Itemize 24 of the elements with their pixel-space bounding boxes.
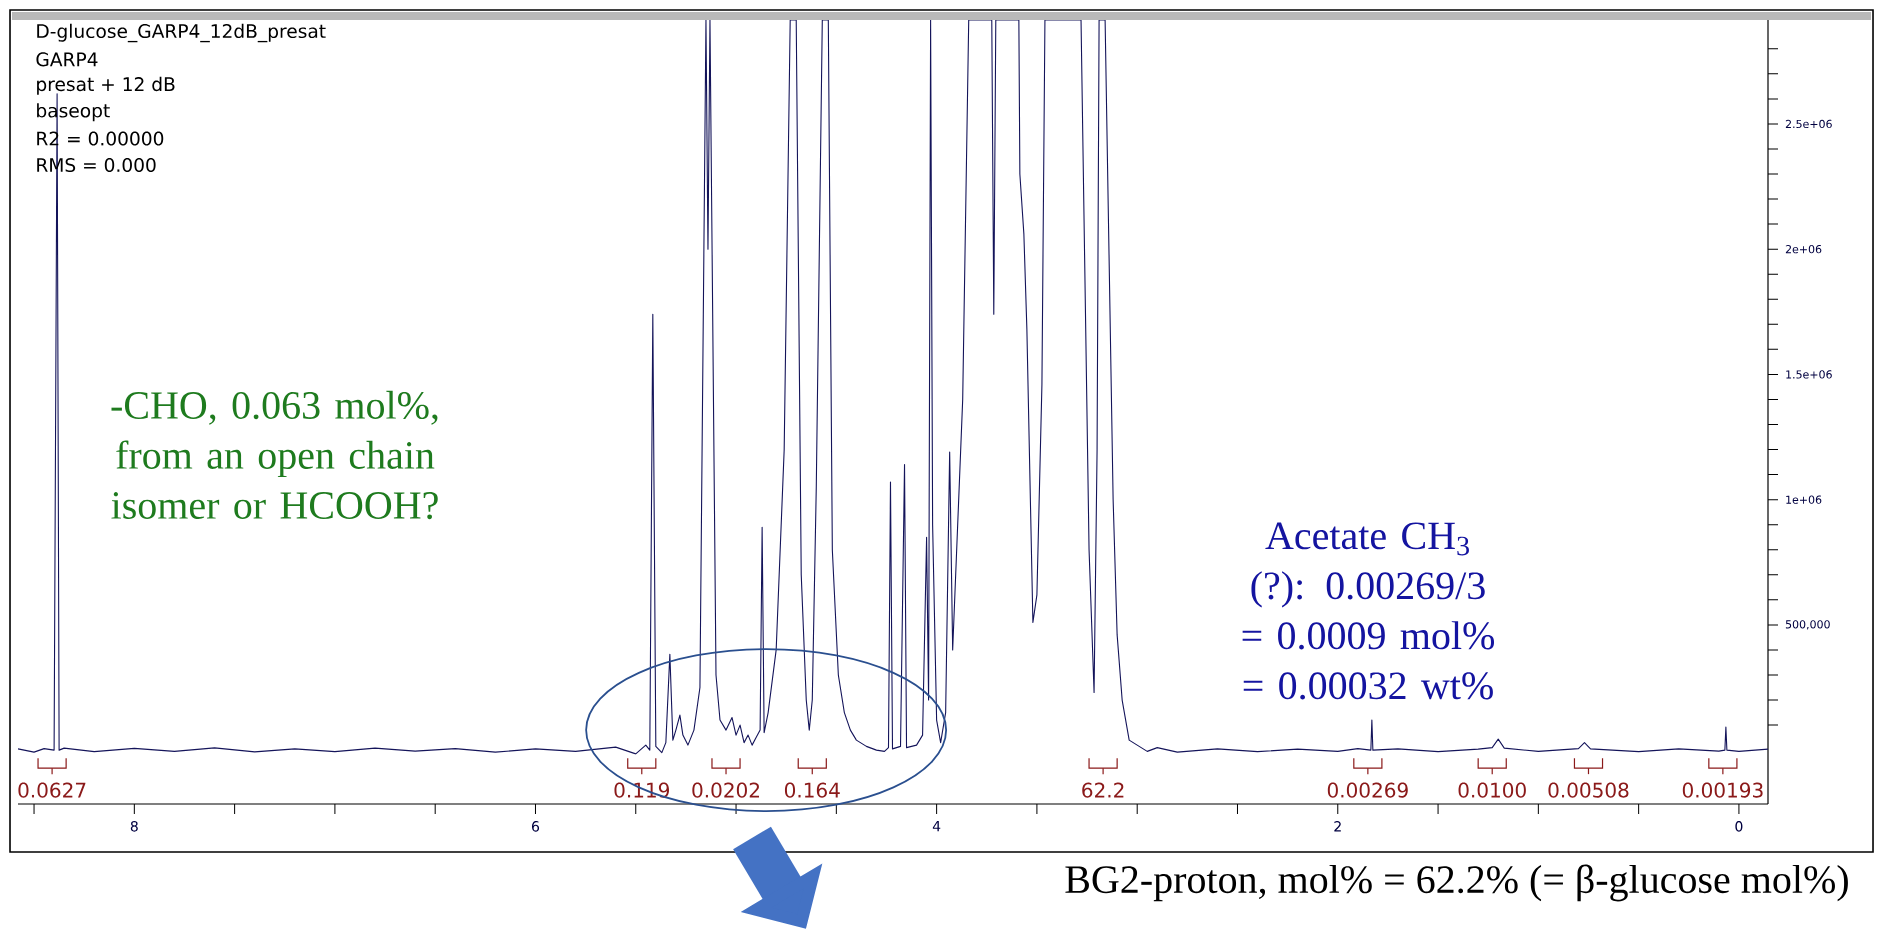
- annotation: presat + 12 dB: [37, 76, 175, 95]
- y-tick-label: 500,000: [1785, 620, 1830, 630]
- annotation: 0.00193: [1682, 782, 1763, 798]
- annotation: 0.0202: [692, 782, 759, 798]
- annotation: Acetate CH$_{3}$ (?): 0.00269/3 = 0.0009 mol% = 0.00032 wt%: [1242, 522, 1495, 700]
- annotation: -CHO, 0.063 mol%, from an open chain isomer or HCOOH?: [111, 390, 438, 520]
- text: BG2-proton, mol% = 62.2% (= β-glucose mol%): [1065, 864, 1848, 902]
- x-tick-label: 6: [531, 821, 540, 832]
- annotation: 0.00508: [1548, 782, 1629, 798]
- annotation: GARP4: [36, 52, 98, 67]
- y-tick-label: 2.5e+06: [1785, 119, 1832, 129]
- y-tick-label: 1.5e+06: [1786, 370, 1832, 379]
- y-tick-label: 1e+06: [1786, 495, 1822, 504]
- x-tick-label: 0: [1735, 821, 1743, 832]
- annotation: 0.0627: [18, 782, 86, 798]
- x-tick-label: 2: [1334, 821, 1341, 832]
- x-tick-label: 8: [130, 821, 138, 832]
- annotation: D-glucose_GARP4_12dB_presat: [37, 23, 326, 43]
- annotation: 0.00269: [1327, 782, 1408, 798]
- y-tick-label: 2e+06: [1785, 244, 1822, 254]
- annotation: 0.164: [784, 782, 840, 798]
- x-tick-label: 4: [932, 821, 941, 832]
- annotation: 0.0100: [1458, 782, 1526, 798]
- annotation: 62.2: [1082, 782, 1124, 798]
